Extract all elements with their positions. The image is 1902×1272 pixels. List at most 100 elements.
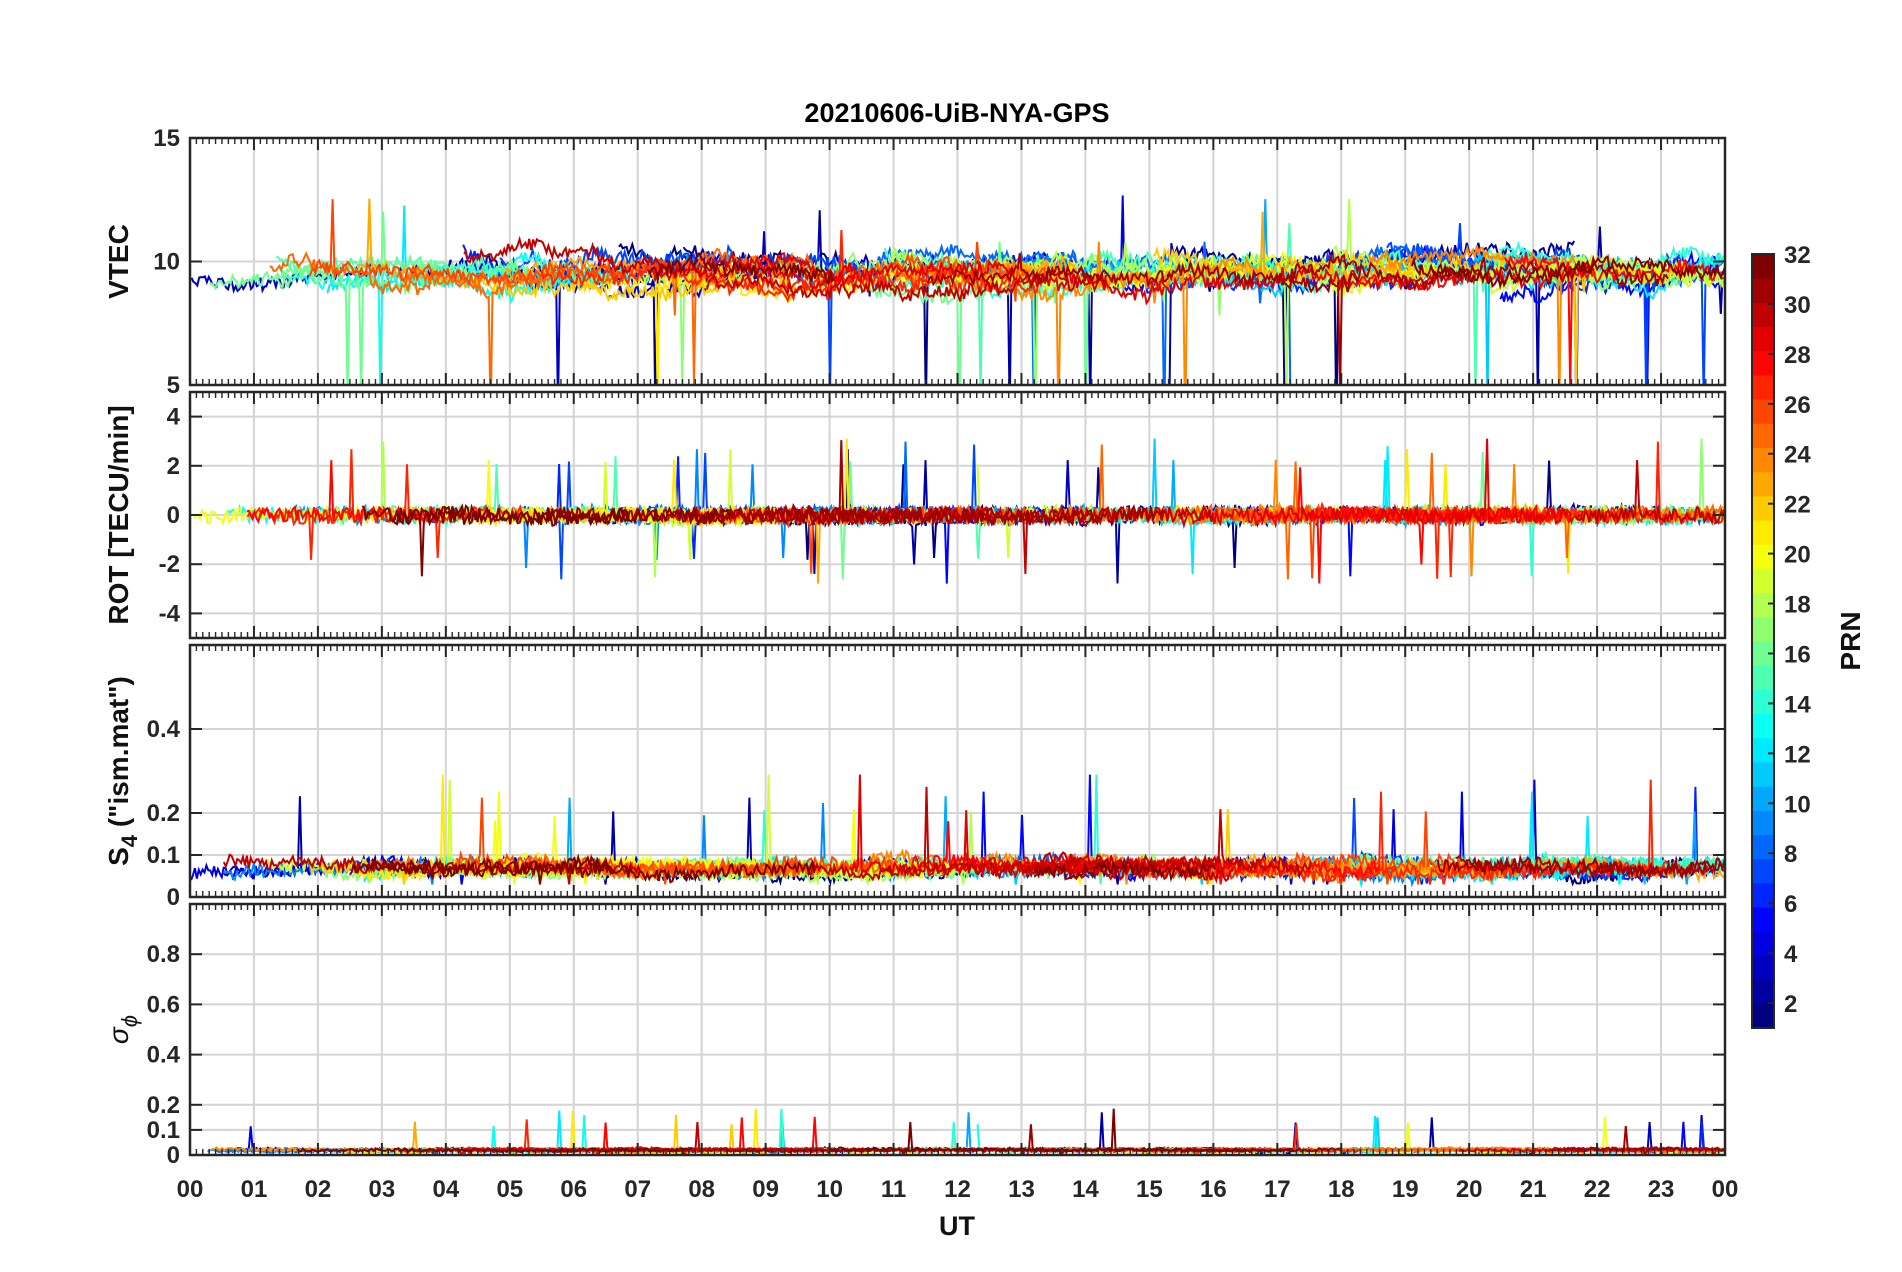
colorbar-band	[1752, 979, 1774, 1005]
colorbar-band	[1752, 399, 1774, 424]
series-prn-21	[580, 263, 874, 385]
y-label-rest: ("ism.mat")	[103, 676, 134, 835]
panel-vtec: 5 10 15 VTEC	[103, 125, 1727, 399]
colorbar-band	[1752, 520, 1774, 545]
series-prn-32	[390, 505, 730, 577]
y-tick-label: 15	[153, 125, 180, 152]
colorbar-tick-label: 18	[1784, 592, 1811, 619]
y-tick-label: 0	[167, 1142, 180, 1169]
colorbar-band	[1752, 374, 1774, 400]
colorbar-tick-label: 26	[1784, 392, 1811, 419]
series-prn-30	[705, 265, 1107, 303]
colorbar-band	[1752, 592, 1774, 618]
colorbar-band	[1752, 544, 1774, 569]
colorbar-tick-label: 22	[1784, 492, 1811, 519]
x-tick-label: 08	[688, 1176, 715, 1203]
y-tick-label: 0.8	[147, 941, 180, 968]
colorbar-band	[1752, 641, 1774, 666]
series-prn-32	[829, 1108, 1295, 1154]
series-prn-29	[849, 774, 1122, 880]
series-prn-31	[1436, 853, 1725, 879]
x-tick-label: 05	[496, 1176, 523, 1203]
x-tick-label: 10	[816, 1176, 843, 1203]
colorbar-tick-label: 16	[1784, 641, 1811, 668]
colorbar-tick-label: 8	[1784, 841, 1797, 868]
colorbar-band	[1752, 278, 1774, 303]
colorbar-tick-label: 14	[1784, 691, 1811, 718]
series-prn-31	[1548, 1126, 1725, 1155]
y-tick-label: 2	[167, 453, 180, 480]
colorbar-band	[1752, 616, 1774, 642]
y-tick-label: 0	[167, 884, 180, 911]
x-tick-label: 02	[305, 1176, 332, 1203]
colorbar-band	[1752, 689, 1774, 715]
colorbar-band	[1752, 761, 1774, 787]
series-group	[190, 195, 1725, 385]
y-label-subscript: 4	[117, 834, 142, 847]
x-tick-label: 11	[881, 1176, 906, 1203]
panel-sigma_phi: 00.10.2 0.4 0.6 0.8 σϕ	[103, 902, 1727, 1169]
series-prn-32	[1410, 255, 1725, 290]
y-tick-label: -2	[159, 551, 180, 578]
x-tick-label: 22	[1584, 1176, 1611, 1203]
x-tick-label: 17	[1264, 1176, 1291, 1203]
colorbar-tick-label: 32	[1784, 242, 1811, 269]
colorbar-band	[1752, 447, 1774, 473]
series-prn-25	[1369, 1147, 1725, 1154]
colorbar-band	[1752, 568, 1774, 594]
colorbar-band	[1752, 858, 1774, 884]
series-prn-30	[1041, 809, 1312, 877]
x-tick-label: 20	[1456, 1176, 1483, 1203]
colorbar-band	[1752, 423, 1774, 448]
colorbar-band	[1752, 786, 1774, 811]
colorbar-tick-label: 10	[1784, 791, 1811, 818]
x-tick-label: 09	[752, 1176, 779, 1203]
colorbar-tick-label: 24	[1784, 442, 1811, 469]
colorbar-band	[1752, 931, 1774, 956]
x-tick-label: 16	[1200, 1176, 1227, 1203]
y-label-subscript: ϕ	[117, 1015, 142, 1027]
y-tick-label: 0.2	[147, 1092, 180, 1119]
panel-rot: -4 -2 0 2 4 ROT [TECU/min]	[103, 390, 1727, 640]
colorbar-frame	[1751, 253, 1775, 1029]
colorbar-band	[1752, 326, 1774, 352]
series-prn-16	[271, 211, 747, 288]
y-tick-label: 0.2	[147, 800, 180, 827]
y-tick-label: 0.4	[147, 1042, 181, 1069]
series-prn-30	[1574, 460, 1725, 526]
y-axis-label: σϕ	[103, 1015, 142, 1044]
x-tick-label: 12	[944, 1176, 971, 1203]
series-prn-31	[1281, 254, 1669, 385]
colorbar-tick-label: 28	[1784, 342, 1811, 369]
x-tick-label: 14	[1072, 1176, 1099, 1203]
x-tick-label: 00	[177, 1176, 204, 1203]
y-axis-label: ROT [TECU/min]	[103, 405, 134, 624]
x-tick-label: 18	[1328, 1176, 1355, 1203]
series-prn-32	[647, 252, 835, 286]
colorbar-band	[1752, 955, 1774, 981]
colorbar-tick-label: 2	[1784, 991, 1797, 1018]
colorbar-tick-label: 6	[1784, 891, 1797, 918]
y-tick-label: 0	[167, 502, 180, 529]
colorbar-band	[1752, 254, 1774, 279]
y-axis-label: VTEC	[103, 224, 134, 299]
x-tick-labels: 00 01 02 03 04 05 06 07 08 09 10 11 12 13 14 15 16 17 18 19…	[177, 1176, 1739, 1203]
y-axis-label: S4 ("ism.mat")	[103, 676, 142, 866]
x-tick-label: 21	[1520, 1176, 1547, 1203]
series-prn-32	[366, 858, 816, 885]
x-tick-label: 00	[1712, 1176, 1739, 1203]
series-group	[207, 1108, 1725, 1155]
y-tick-label: -4	[159, 600, 181, 627]
colorbar-band	[1752, 471, 1774, 497]
x-tick-label: 01	[241, 1176, 268, 1203]
colorbar-label: PRN	[1835, 611, 1866, 670]
colorbar-band	[1752, 665, 1774, 690]
x-tick-label: 04	[432, 1176, 459, 1203]
colorbar-band	[1752, 350, 1774, 376]
panel-s4: 00.10.20.4S4 ("ism.mat")	[103, 643, 1727, 911]
y-tick-label: 0.1	[147, 1117, 180, 1144]
y-label-main: S	[103, 847, 134, 866]
